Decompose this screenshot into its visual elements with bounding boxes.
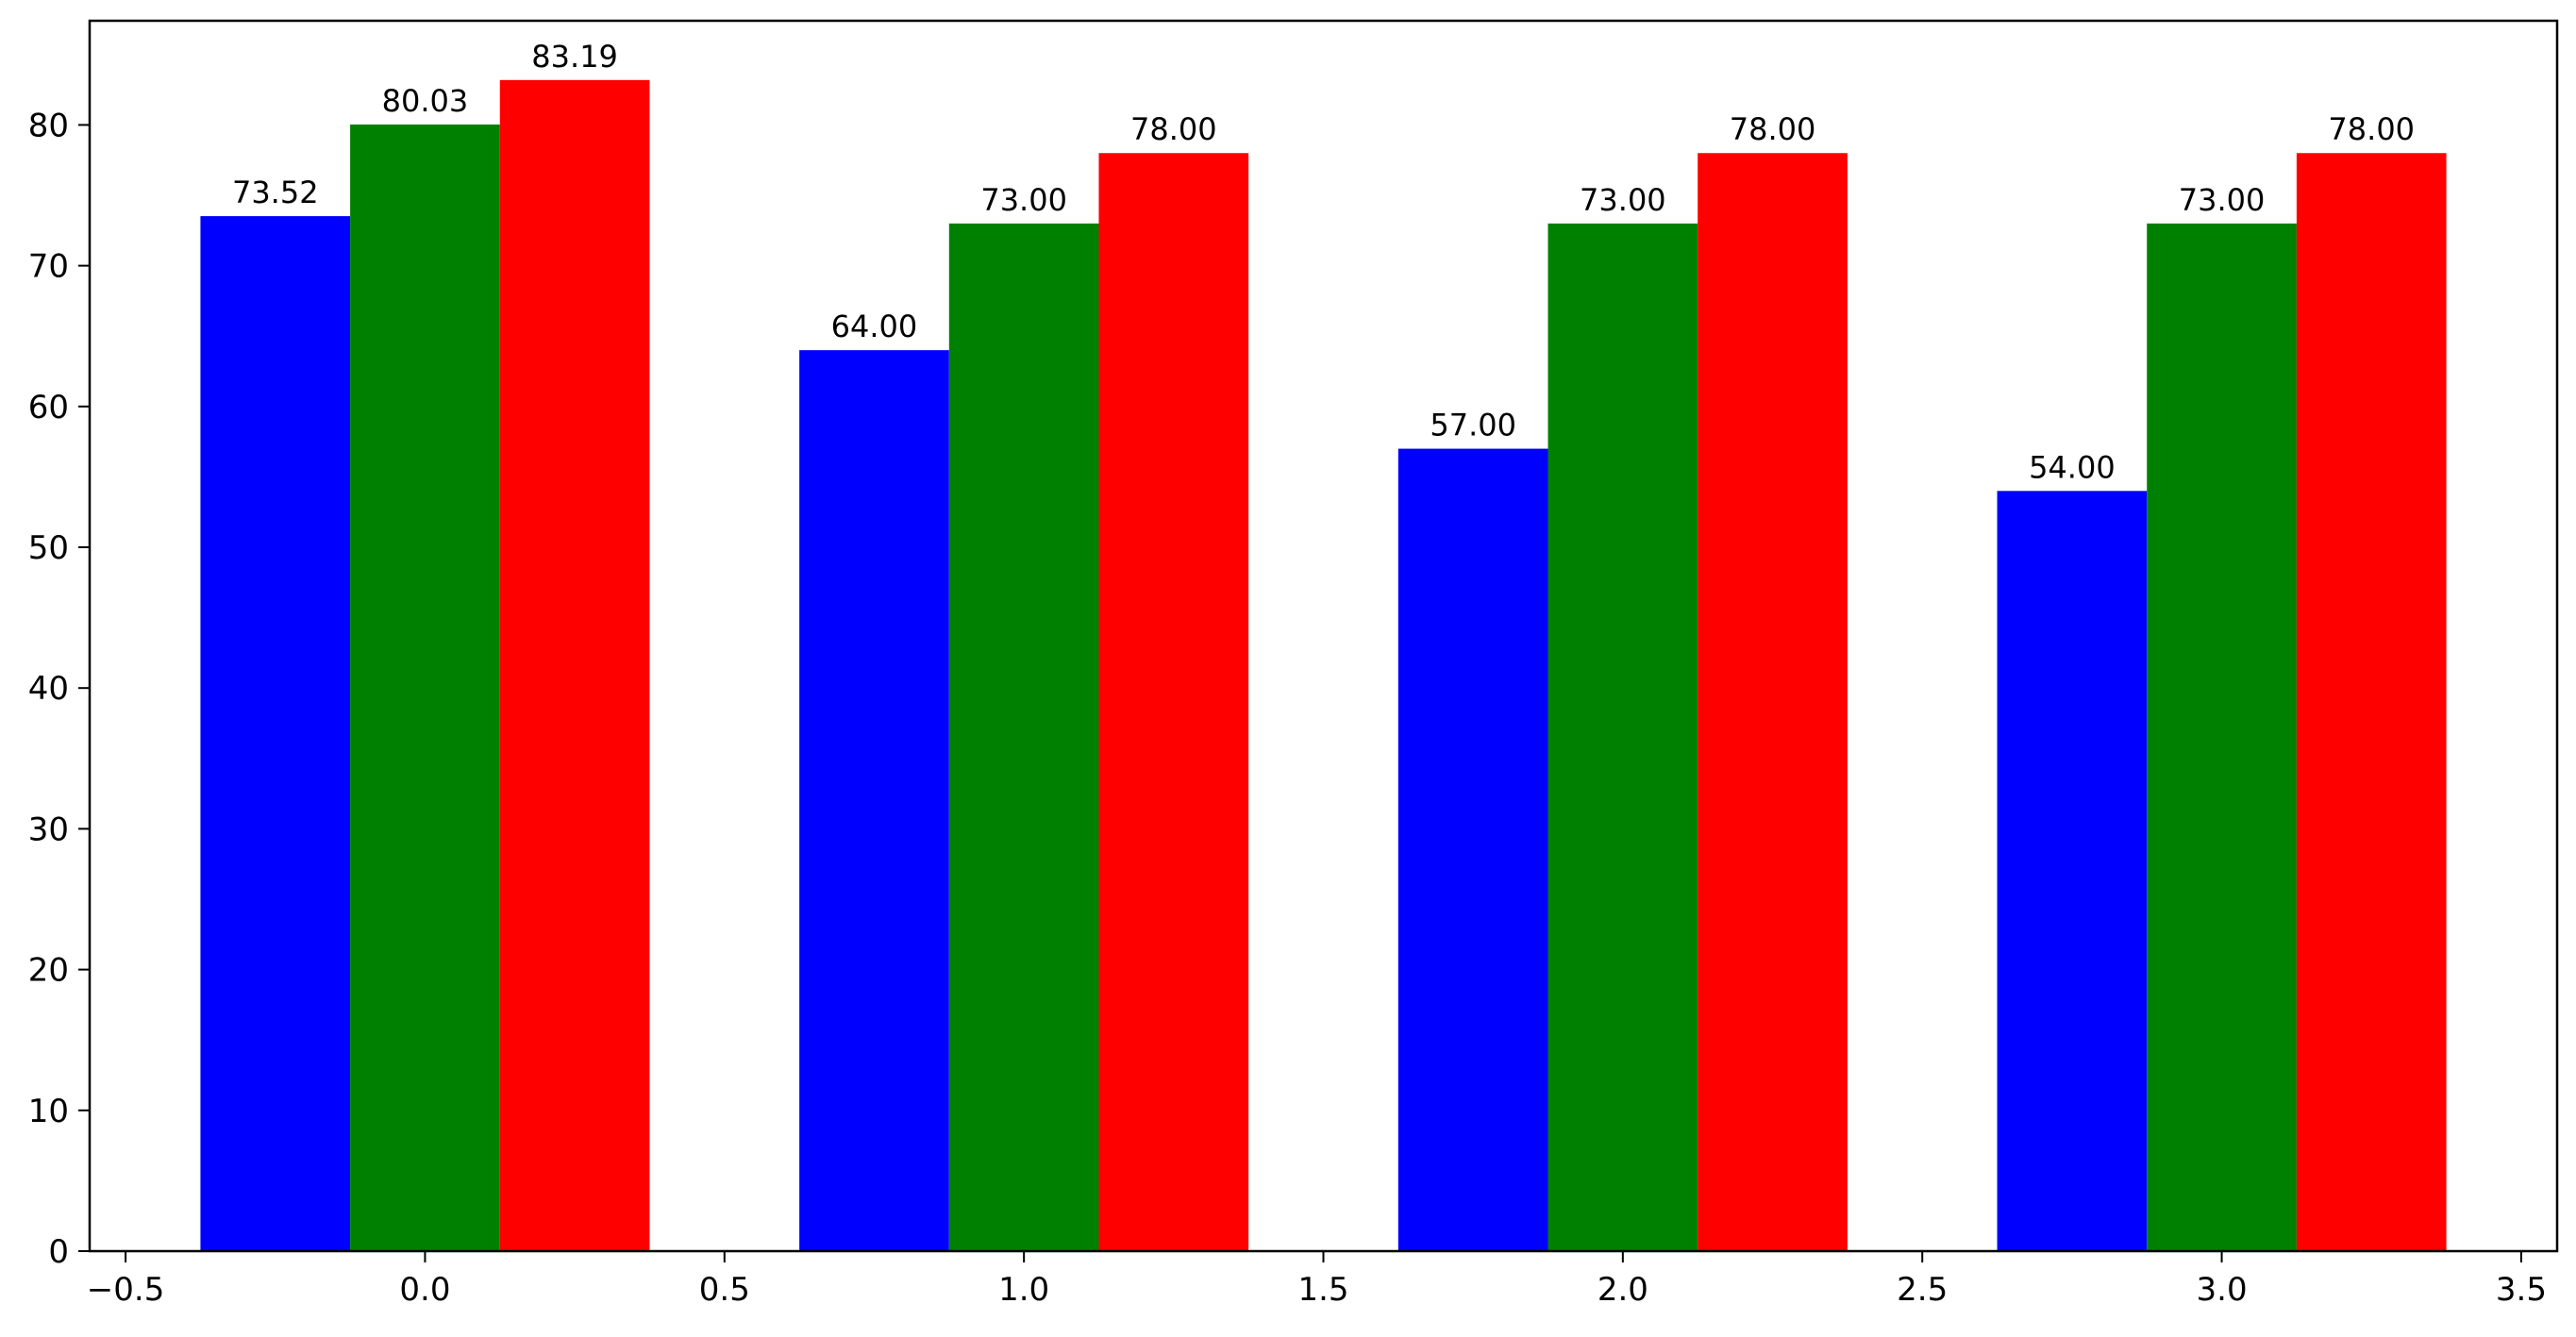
y-tick-label: 20 [28,952,69,990]
y-tick-label: 50 [28,529,69,567]
bar-series-0-group-0 [200,216,351,1251]
bar-series-2-group-3 [2296,153,2447,1251]
bar-series-2-group-1 [1098,153,1249,1251]
bar-series-1-group-0 [350,124,500,1252]
data-label-series-2-group-0: 83.19 [531,39,618,75]
bar-series-1-group-1 [948,223,1099,1251]
bar-series-0-group-3 [1997,491,2148,1251]
data-label-series-2-group-1: 78.00 [1130,111,1217,147]
plot-frame [88,19,2559,1253]
bar-series-0-group-1 [799,350,949,1251]
data-label-series-0-group-3: 54.00 [2029,449,2116,485]
y-tick-label: 10 [28,1093,69,1130]
x-tick-label: 0.5 [699,1271,750,1309]
y-tick-label: 0 [48,1233,69,1271]
bar-series-1-group-3 [2147,223,2297,1251]
data-label-series-1-group-2: 73.00 [1580,182,1666,218]
bar-series-2-group-0 [499,79,650,1251]
bar-series-0-group-2 [1397,448,1548,1252]
bars-layer [200,79,2447,1252]
data-label-series-0-group-2: 57.00 [1430,408,1516,443]
x-tick-label: 1.0 [998,1271,1049,1309]
y-tick-label: 70 [28,248,69,286]
bar-series-2-group-2 [1698,153,1848,1251]
bar-series-1-group-2 [1547,223,1698,1251]
y-tick-label: 30 [28,811,69,848]
x-tick-label: 0.0 [399,1271,450,1309]
data-label-series-0-group-1: 64.00 [831,309,918,344]
data-label-series-2-group-2: 78.00 [1730,111,1816,147]
data-label-series-1-group-1: 73.00 [980,182,1067,218]
y-tick-label: 40 [28,670,69,708]
x-tick-label: 2.5 [1897,1271,1948,1309]
x-tick-label: −0.5 [87,1271,165,1309]
x-tick-label: 1.5 [1297,1271,1348,1309]
data-label-series-1-group-3: 73.00 [2179,182,2266,218]
x-tick-label: 2.0 [1597,1271,1648,1309]
y-tick-label: 80 [28,107,69,144]
x-tick-label: 3.0 [2197,1271,2248,1309]
x-tick-label: 3.5 [2496,1271,2547,1309]
ticks-layer: −0.5 0.0 0.5 1.0 1.5 2.0 2.5 3.0 3.5 0 10 20 30 40 50 6… [28,107,2547,1309]
data-label-series-2-group-3: 78.00 [2328,111,2415,147]
y-tick-label: 60 [28,389,69,426]
data-label-series-1-group-0: 80.03 [382,83,469,119]
data-label-series-0-group-0: 73.52 [232,175,319,210]
data-labels-layer: 73.52 64.00 57.00 54.00 80.03 73.00 73.00 73.00… [232,39,2415,486]
